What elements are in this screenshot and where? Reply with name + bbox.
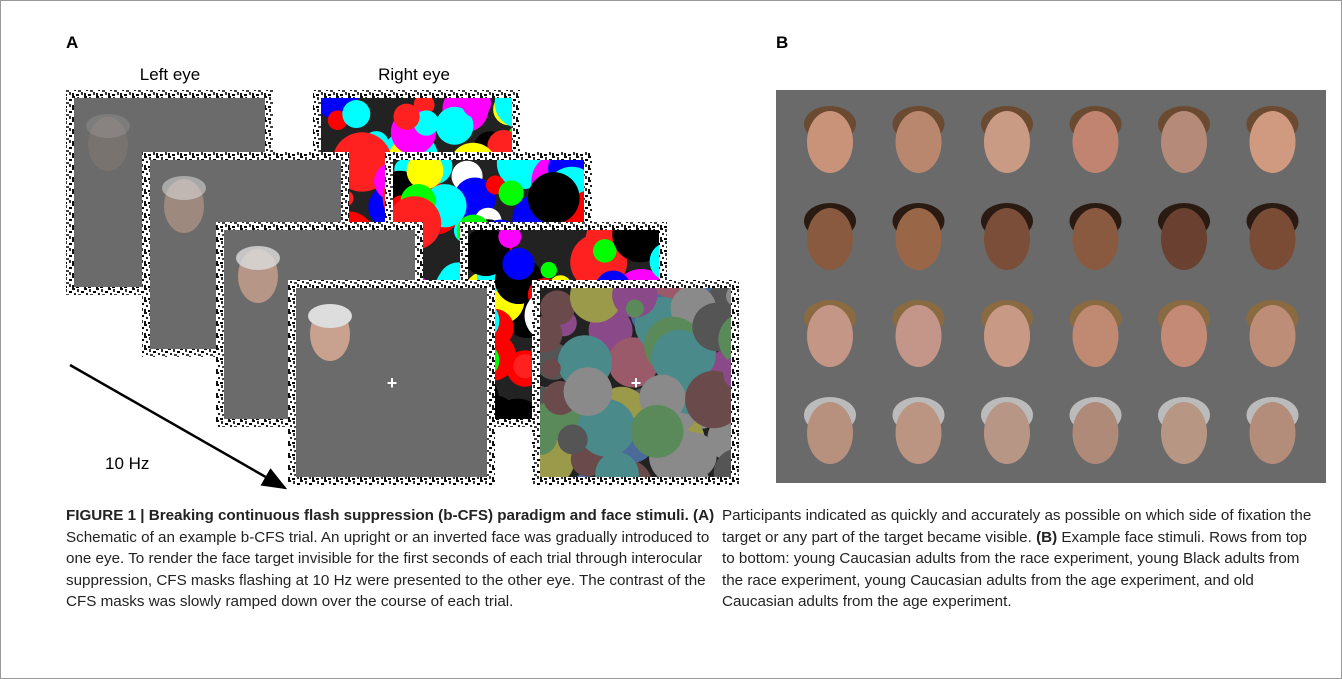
face-panel — [776, 90, 1326, 483]
mask-circle — [649, 244, 659, 279]
face-grid — [804, 106, 1299, 464]
mask-circle — [468, 230, 510, 277]
face — [1249, 402, 1296, 464]
mask-circle — [651, 329, 707, 385]
hair — [86, 114, 130, 138]
face — [807, 111, 853, 173]
caption-text: Example face stimuli. Rows from top to b… — [722, 528, 1308, 611]
mask-circle — [542, 359, 561, 378]
fixation-cross: + — [631, 373, 642, 393]
face — [984, 402, 1030, 464]
face — [807, 208, 853, 270]
mask-circle — [540, 421, 557, 455]
mask-circle — [557, 424, 588, 455]
mask-circle — [513, 354, 538, 379]
mask-circle — [669, 432, 717, 477]
face — [1161, 305, 1207, 367]
panel-label: B — [776, 33, 788, 52]
face — [1161, 208, 1207, 270]
face — [1249, 111, 1296, 173]
mask-circle — [563, 367, 613, 416]
mask-circle — [540, 290, 575, 326]
mask-circle — [342, 100, 371, 129]
mask-circle — [540, 261, 557, 279]
eye-label: Right eye — [378, 65, 450, 84]
caption-text: Participants indicated as quickly and ac… — [722, 507, 1312, 546]
caption-left: FIGURE 1 | Breaking continuous flash sup… — [66, 505, 716, 613]
mask-circle — [595, 452, 639, 477]
face — [895, 305, 942, 367]
hair — [162, 176, 206, 200]
mask-screen — [540, 288, 731, 477]
hair — [308, 304, 352, 328]
caption-label: (A) — [693, 507, 715, 524]
mask-circle — [718, 316, 731, 363]
face — [1249, 305, 1296, 367]
mask-circle — [406, 160, 444, 190]
face — [895, 402, 942, 464]
panel-label: A — [66, 33, 78, 52]
mask-circle — [435, 106, 474, 145]
face — [895, 208, 942, 270]
mask-circle — [713, 449, 731, 477]
face — [1072, 111, 1119, 173]
mask-circle — [540, 316, 563, 353]
stimulus-stack: + + — [66, 90, 739, 485]
face — [807, 305, 853, 367]
face — [984, 208, 1030, 270]
hair — [236, 246, 280, 270]
eye-label: Left eye — [140, 65, 201, 84]
mask-circle — [494, 98, 512, 127]
face-screen — [296, 288, 487, 477]
mask-circle — [498, 180, 524, 206]
face — [1161, 111, 1207, 173]
mask-circle — [393, 103, 420, 130]
face — [1072, 208, 1119, 270]
caption-text: Schematic of an example b-CFS trial. An … — [66, 528, 710, 611]
face — [1072, 305, 1119, 367]
rate-label: 10 Hz — [105, 454, 149, 473]
time-arrow — [69, 363, 288, 490]
mask-circle — [593, 239, 617, 263]
mask-circle — [630, 405, 684, 458]
face — [984, 111, 1030, 173]
mask-circle — [723, 357, 731, 388]
mask-circle — [527, 172, 580, 224]
face — [88, 117, 128, 171]
fixation-cross: + — [387, 373, 398, 393]
caption-right: Participants indicated as quickly and ac… — [722, 505, 1312, 613]
caption-title: FIGURE 1 | Breaking continuous flash sup… — [66, 507, 689, 524]
face — [895, 111, 942, 173]
face — [1249, 208, 1296, 270]
mask-circle — [726, 288, 731, 306]
mask-circle — [413, 110, 439, 136]
mask-circle — [502, 247, 535, 280]
face — [807, 402, 853, 464]
mask-circle — [461, 98, 492, 118]
caption-label: (B) — [1036, 528, 1058, 546]
face — [1072, 402, 1119, 464]
mask-circle — [569, 288, 622, 323]
mask-circle — [625, 299, 644, 318]
face — [1161, 402, 1207, 464]
mask-circle — [498, 230, 522, 249]
face — [984, 305, 1030, 367]
mask-circle — [685, 370, 731, 429]
